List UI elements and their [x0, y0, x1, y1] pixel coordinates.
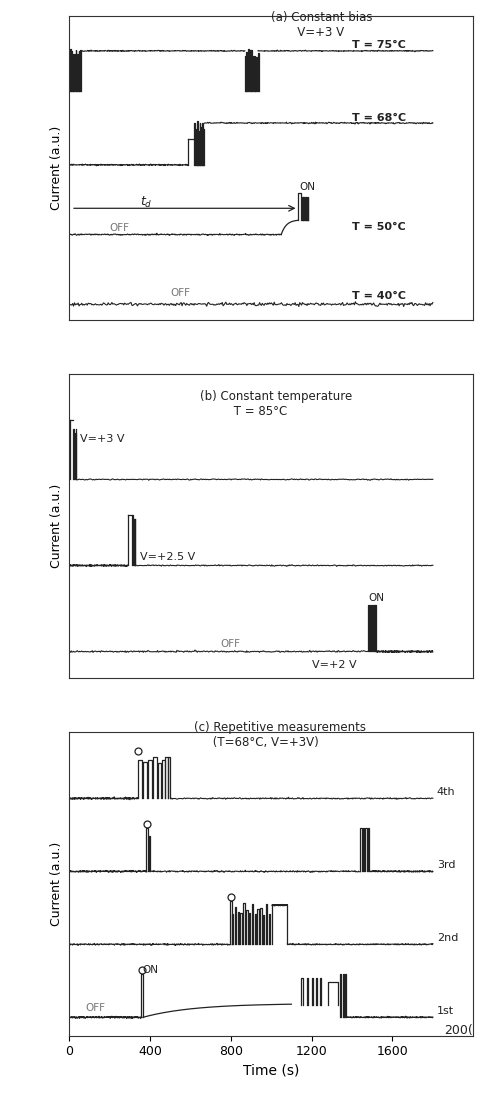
Text: ON: ON — [369, 593, 385, 603]
Text: T = 75°C: T = 75°C — [352, 41, 406, 50]
Y-axis label: Current (a.u.): Current (a.u.) — [50, 484, 64, 568]
X-axis label: Time (s): Time (s) — [243, 1064, 299, 1078]
Text: OFF: OFF — [221, 639, 241, 649]
Text: (a) Constant bias
       V=+3 V: (a) Constant bias V=+3 V — [271, 11, 373, 39]
Text: ON: ON — [299, 182, 315, 192]
Y-axis label: Current (a.u.): Current (a.u.) — [50, 842, 64, 926]
Text: ON: ON — [143, 964, 159, 974]
Text: (c) Repetitive measurements
     (T=68°C, V=+3V): (c) Repetitive measurements (T=68°C, V=+… — [194, 721, 366, 750]
Text: 1st: 1st — [437, 1006, 454, 1016]
Text: T = 40°C: T = 40°C — [352, 292, 406, 301]
Text: (b) Constant temperature
         T = 85°C: (b) Constant temperature T = 85°C — [200, 390, 352, 418]
Text: 4th: 4th — [437, 787, 456, 797]
Text: T = 68°C: T = 68°C — [352, 113, 406, 123]
Text: V=+3 V: V=+3 V — [80, 434, 125, 444]
Text: $t_d$: $t_d$ — [140, 195, 152, 210]
Text: V=+2.5 V: V=+2.5 V — [140, 552, 195, 562]
Text: V=+2 V: V=+2 V — [312, 660, 356, 670]
Y-axis label: Current (a.u.): Current (a.u.) — [50, 126, 64, 210]
Text: T = 50°C: T = 50°C — [352, 221, 406, 231]
Text: OFF: OFF — [109, 224, 130, 233]
Text: OFF: OFF — [170, 288, 190, 298]
Text: 3rd: 3rd — [437, 860, 456, 870]
Text: OFF: OFF — [85, 1003, 105, 1013]
Text: 2nd: 2nd — [437, 934, 458, 944]
Text: 200(: 200( — [445, 1024, 473, 1037]
